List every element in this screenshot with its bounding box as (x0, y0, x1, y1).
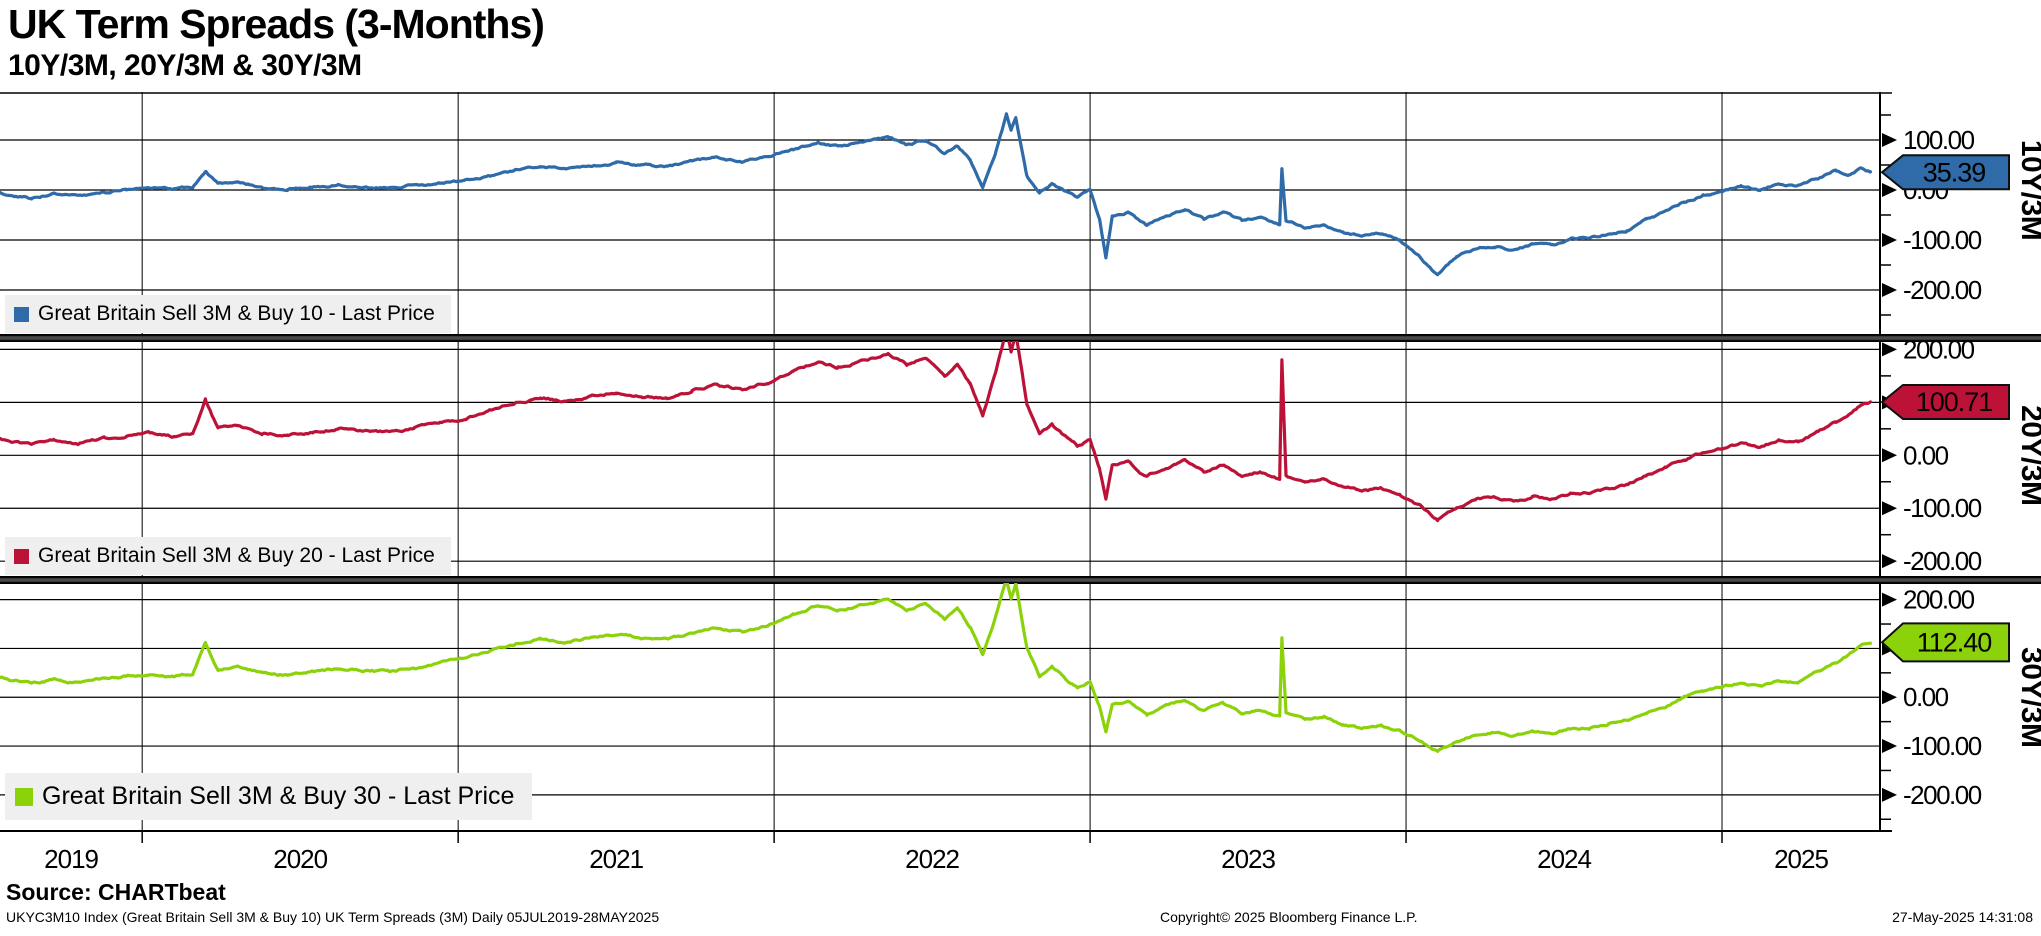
x-axis: 2019 2020 2021 2022 2023 2024 2025 (0, 830, 2041, 878)
y-tick-label: -100.00 (1903, 225, 1982, 255)
last-price-badge (1880, 622, 2010, 663)
y-tick-arrow (1882, 233, 1897, 247)
panel-separator (0, 576, 2041, 584)
y-tick-arrow (1882, 501, 1897, 516)
y-tick-arrow (1882, 448, 1897, 463)
y-tick-arrow (1882, 133, 1897, 147)
panel-separator (0, 334, 2041, 342)
plot-20y3m[interactable]: 200.00100.000.00-100.00-200.00100.7120Y/… (0, 334, 2041, 576)
year-label: 2024 (1537, 844, 1591, 874)
y-tick-label: 0.00 (1903, 440, 1949, 470)
y-tick-label: -200.00 (1903, 275, 1982, 305)
last-price-badge (1880, 383, 2010, 420)
legend-swatch-blue (14, 306, 29, 322)
y-axis-title: 10Y/3M (2015, 140, 2041, 240)
footer-datetime: 27-May-2025 14:31:08 (1892, 909, 2033, 925)
year-label: 2020 (273, 844, 327, 874)
source-label: Source: CHARTbeat (6, 879, 226, 905)
y-tick-label: -100.00 (1903, 493, 1982, 523)
year-label: 2021 (589, 844, 643, 874)
legend-swatch-green (15, 787, 33, 806)
y-tick-arrow (1882, 554, 1897, 569)
legend-30y3m[interactable]: Great Britain Sell 3M & Buy 30 - Last Pr… (5, 773, 533, 820)
y-tick-label: 0.00 (1903, 682, 1949, 712)
chart-header: UK Term Spreads (3-Months) 10Y/3M, 20Y/3… (8, 0, 545, 84)
year-label: 2023 (1221, 844, 1275, 874)
plot-30y3m[interactable]: 200.00100.000.00-100.00-200.00112.4030Y/… (0, 583, 2041, 830)
last-price-value: 100.71 (1916, 387, 1993, 417)
page-title: UK Term Spreads (3-Months) (8, 1, 545, 47)
legend-label-20y3m: Great Britain Sell 3M & Buy 20 - Last Pr… (38, 544, 435, 567)
last-price-value: 35.39 (1923, 157, 1986, 187)
y-tick-label: 200.00 (1903, 585, 1975, 615)
series-line-30y3m (0, 583, 1873, 753)
x-axis-plot: 2019 2020 2021 2022 2023 2024 2025 (0, 830, 1892, 874)
footer-meta: UKYC3M10 Index (Great Britain Sell 3M & … (6, 909, 660, 925)
y-axis-title: 20Y/3M (2015, 405, 2041, 505)
legend-swatch-red (14, 548, 29, 564)
panel-20y3m[interactable]: Great Britain Sell 3M & Buy 20 - Last Pr… (0, 334, 2041, 576)
last-price-badge (1880, 154, 2010, 191)
series-line-20y3m (0, 341, 1873, 523)
series-line-10y3m (0, 112, 1873, 277)
legend-10y3m[interactable]: Great Britain Sell 3M & Buy 10 - Last Pr… (5, 295, 451, 333)
legend-label-10y3m: Great Britain Sell 3M & Buy 10 - Last Pr… (38, 302, 435, 325)
y-tick-label: -200.00 (1903, 546, 1982, 576)
y-tick-arrow (1882, 283, 1897, 297)
y-tick-label: -200.00 (1903, 780, 1982, 810)
last-price-value: 112.40 (1917, 627, 1992, 657)
y-tick-arrow (1882, 183, 1897, 197)
year-label: 2022 (905, 844, 959, 874)
year-label: 2025 (1774, 844, 1828, 874)
y-tick-label: -100.00 (1903, 731, 1982, 761)
y-tick-arrow (1882, 342, 1897, 357)
panel-30y3m[interactable]: Great Britain Sell 3M & Buy 30 - Last Pr… (0, 583, 2041, 830)
year-label: 2019 (44, 844, 98, 874)
y-tick-arrow (1882, 787, 1897, 802)
y-tick-arrow (1882, 592, 1897, 607)
footer-copyright: Copyright© 2025 Bloomberg Finance L.P. (1160, 909, 1418, 925)
chart-subtitle: 10Y/3M, 20Y/3M & 30Y/3M (8, 49, 362, 82)
legend-20y3m[interactable]: Great Britain Sell 3M & Buy 20 - Last Pr… (5, 537, 451, 575)
y-tick-label: 200.00 (1903, 334, 1975, 364)
y-tick-arrow (1882, 690, 1897, 705)
panel-10y3m[interactable]: Great Britain Sell 3M & Buy 10 - Last Pr… (0, 92, 2041, 334)
legend-label-30y3m: Great Britain Sell 3M & Buy 30 - Last Pr… (42, 782, 515, 810)
y-tick-arrow (1882, 739, 1897, 754)
y-tick-label: 100.00 (1903, 125, 1975, 155)
y-axis-title: 30Y/3M (2015, 647, 2041, 747)
